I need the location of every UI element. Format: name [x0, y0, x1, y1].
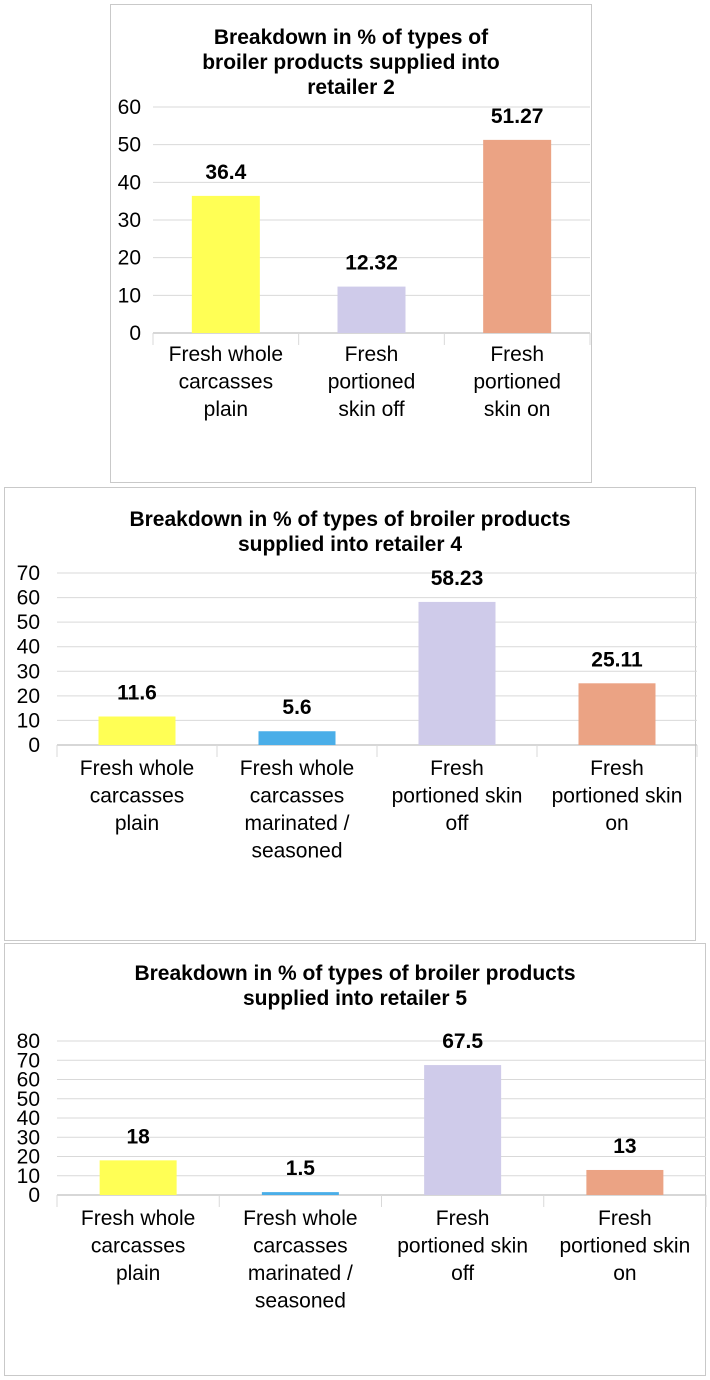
data-label: 51.27 [491, 105, 544, 128]
category-label: Fresh portioned skin off [397, 1207, 528, 1285]
y-tick-label: 80 [17, 1030, 40, 1053]
y-tick-label: 50 [17, 611, 40, 634]
category-label: Fresh whole carcasses marinated / seasoned [240, 757, 354, 863]
y-tick-label: 70 [17, 1049, 40, 1072]
category-label: Fresh whole carcasses plain [81, 1207, 195, 1285]
bar [99, 1160, 177, 1195]
category-label: Fresh whole carcasses plain [80, 757, 194, 835]
category-label: Fresh whole carcasses marinated / seasoned [243, 1207, 357, 1313]
data-label: 11.6 [117, 681, 157, 704]
y-tick-label: 60 [118, 96, 141, 119]
bar [578, 683, 656, 745]
y-tick-label: 30 [17, 1126, 40, 1149]
y-tick-label: 0 [129, 322, 141, 345]
chart-title: Breakdown in % of types of broiler produ… [129, 508, 571, 556]
y-tick-label: 30 [17, 660, 40, 683]
bar [261, 1192, 339, 1195]
chart-title: Breakdown in % of types of broiler produ… [134, 962, 576, 1010]
y-tick-label: 0 [28, 734, 40, 757]
y-tick-label: 60 [17, 1069, 40, 1092]
data-label: 58.23 [431, 567, 484, 590]
category-label: Fresh portioned skin on [560, 1207, 691, 1285]
category-label: Fresh portioned skin on [473, 343, 561, 421]
bar [424, 1065, 502, 1195]
y-tick-label: 40 [118, 171, 141, 194]
data-label: 18 [126, 1125, 150, 1148]
y-tick-label: 70 [17, 562, 40, 585]
data-label: 12.32 [345, 252, 398, 275]
bar [586, 1169, 664, 1195]
category-label: Fresh portioned skin off [392, 757, 523, 835]
y-tick-label: 20 [17, 685, 40, 708]
y-tick-label: 60 [17, 587, 40, 610]
y-tick-label: 30 [118, 209, 141, 232]
y-tick-label: 0 [28, 1184, 40, 1207]
y-tick-label: 40 [17, 636, 40, 659]
y-tick-label: 20 [17, 1146, 40, 1169]
category-label: Fresh whole carcasses plain [169, 343, 283, 421]
data-label: 5.6 [282, 696, 311, 719]
bar [191, 195, 260, 333]
y-tick-label: 50 [118, 134, 141, 157]
category-label: Fresh portioned skin off [328, 343, 416, 421]
bar [258, 731, 336, 745]
category-label: Fresh portioned skin on [552, 757, 683, 835]
y-tick-label: 10 [17, 1165, 40, 1188]
y-tick-label: 40 [17, 1107, 40, 1130]
y-tick-label: 10 [118, 284, 141, 307]
chart-retailer-5: Breakdown in % of types of broiler produ… [4, 943, 706, 1376]
data-label: 25.11 [591, 648, 643, 671]
bar [418, 601, 496, 745]
bar [337, 286, 406, 333]
data-label: 67.5 [442, 1030, 483, 1053]
y-tick-label: 10 [17, 709, 40, 732]
data-label: 36.4 [205, 161, 246, 184]
y-tick-label: 20 [118, 247, 141, 270]
y-tick-label: 50 [17, 1088, 40, 1111]
chart-title: Breakdown in % of types of broiler produ… [202, 26, 500, 99]
data-label: 1.5 [286, 1157, 316, 1180]
bar [483, 139, 552, 333]
bar [98, 716, 176, 745]
data-label: 13 [613, 1135, 636, 1158]
